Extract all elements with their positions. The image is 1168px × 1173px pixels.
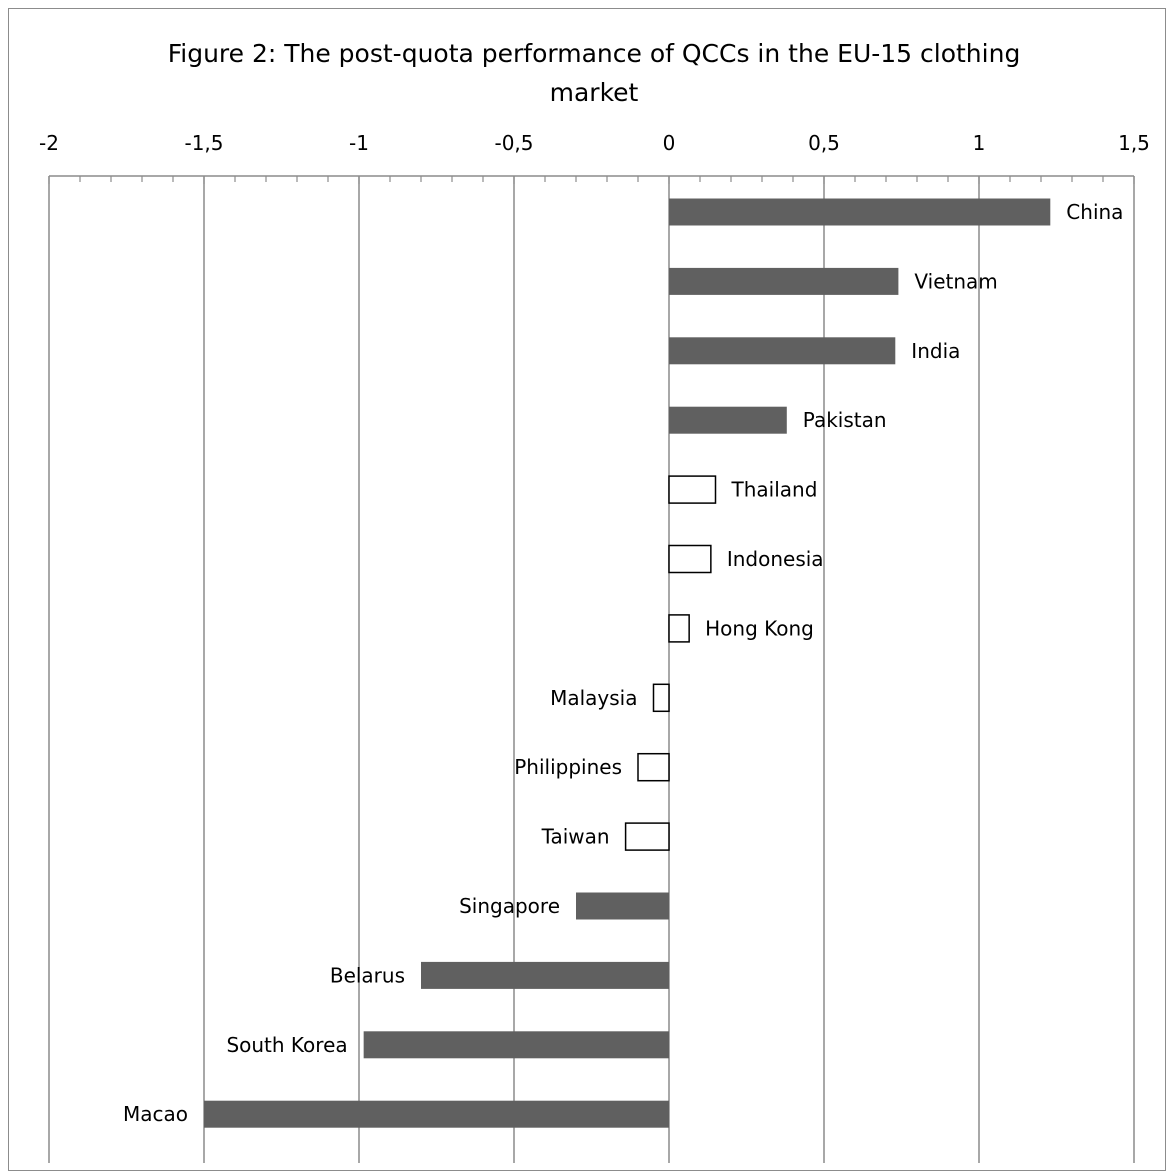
bar-pakistan xyxy=(669,406,787,434)
gridlines xyxy=(48,176,1135,1163)
x-tick-label: 0,5 xyxy=(808,131,840,155)
bar-south-korea xyxy=(363,1031,669,1059)
x-tick-label: -1 xyxy=(349,131,369,155)
chart-title: Figure 2: The post-quota performance of … xyxy=(0,34,1168,112)
x-tick-label: 1,5 xyxy=(1118,131,1150,155)
category-labels: China Vietnam India Pakistan Thailand Indones… xyxy=(123,200,1123,1126)
bar-china xyxy=(669,198,1051,226)
category-label: Macao xyxy=(123,1102,188,1126)
category-label: Vietnam xyxy=(914,269,997,293)
bar-indonesia xyxy=(668,544,712,574)
category-label: Hong Kong xyxy=(705,616,814,640)
x-tick-label: -2 xyxy=(39,131,59,155)
category-label: Indonesia xyxy=(727,547,824,571)
x-tick-label: -0,5 xyxy=(494,131,533,155)
bar-macao xyxy=(204,1100,669,1128)
bar-taiwan xyxy=(624,822,670,851)
bar-philippines xyxy=(637,752,670,782)
bar-belarus xyxy=(421,961,669,989)
x-tick-label: -1,5 xyxy=(184,131,223,155)
bars xyxy=(204,198,1051,1128)
category-label: Belarus xyxy=(330,963,405,987)
chart-title-line-2: market xyxy=(549,78,639,107)
bar-vietnam xyxy=(669,267,899,295)
category-label: South Korea xyxy=(226,1033,347,1057)
bar-malaysia xyxy=(652,683,670,713)
bar-india xyxy=(669,337,896,365)
bar-thailand xyxy=(668,475,717,504)
category-label: Thailand xyxy=(731,478,818,502)
chart-title-line-1: Figure 2: The post-quota performance of … xyxy=(167,39,1021,68)
category-label: Taiwan xyxy=(541,825,610,849)
category-label: Singapore xyxy=(459,894,560,918)
bar-hong-kong xyxy=(668,614,690,643)
bar-singapore xyxy=(576,892,669,920)
category-label: China xyxy=(1066,200,1123,224)
category-label: Philippines xyxy=(514,755,622,779)
category-label: Pakistan xyxy=(803,408,887,432)
category-label: Malaysia xyxy=(550,686,637,710)
category-label: India xyxy=(911,339,960,363)
x-tick-label: 0 xyxy=(663,131,676,155)
x-tick-label: 1 xyxy=(973,131,986,155)
x-axis: -2 -1,5 -1 -0,5 0 0,5 1 1,5 xyxy=(39,131,1150,184)
